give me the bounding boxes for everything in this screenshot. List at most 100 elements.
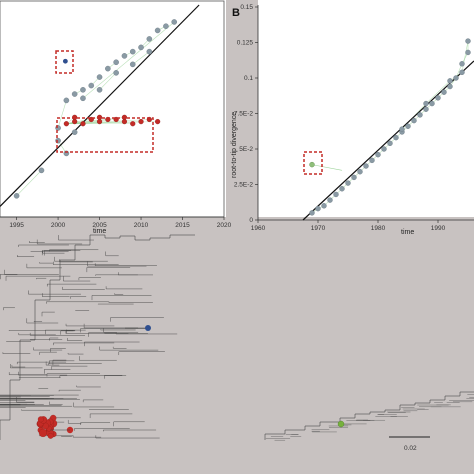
panel-a-x-tick-label: 2000 xyxy=(51,222,66,229)
panel-b-y-ticks: 0 2.5E-2 5E-2 7.5E-2 0.1 0.125 0.15 xyxy=(234,4,258,224)
panel-b-y-tick-label: 0.1 xyxy=(244,75,253,82)
panel-b-grey-point xyxy=(423,100,429,107)
panel-a-red-point xyxy=(80,121,86,127)
panel-a-x-tick-label: 2005 xyxy=(92,222,107,229)
panel-b: B 0 2.5E-2 5E-2 7.5E-2 0.1 0.125 0.15 1960 1970… xyxy=(231,4,474,236)
panel-b-grey-point xyxy=(381,146,387,152)
panel-b-grey-point xyxy=(315,205,321,212)
panel-b-tree-link xyxy=(311,164,343,171)
panel-a-x-tick-label: 2010 xyxy=(134,222,149,229)
panel-a-grey-point xyxy=(96,87,103,93)
panel-b-plot xyxy=(302,38,474,221)
panel-a-red-point xyxy=(130,121,136,127)
tree-blue-tip xyxy=(145,325,151,331)
panel-a-tree-link xyxy=(132,51,150,65)
panel-b-grey-point xyxy=(465,38,471,44)
panel-a-x-tick-label: 2020 xyxy=(217,222,232,229)
panel-a-grey-point xyxy=(113,59,119,66)
panel-b-grey-point xyxy=(423,106,429,112)
panel-a-plot xyxy=(0,4,200,207)
panel-b-grey-point xyxy=(309,210,315,216)
panel-a-x-label: time xyxy=(93,228,106,235)
panel-b-grey-point xyxy=(345,180,351,186)
panel-a-grey-point xyxy=(96,74,103,80)
scale-bar: 0.02 xyxy=(389,436,430,452)
panel-b-letter: B xyxy=(232,7,240,19)
panel-b-grey-point xyxy=(447,83,453,90)
panel-b-grey-point xyxy=(375,151,381,158)
panel-a-frame xyxy=(0,0,225,218)
panel-b-green-point xyxy=(309,161,315,168)
panel-b-grey-point xyxy=(405,123,411,129)
panel-a-red-point xyxy=(138,118,144,125)
panel-b-regression-line xyxy=(302,60,474,221)
panel-b-grey-point xyxy=(351,174,357,181)
panel-a-grey-point xyxy=(71,129,78,135)
panel-a-grey-point xyxy=(63,97,70,104)
panel-a-grey-point xyxy=(88,82,95,89)
panel-a-x-tick-label: 1995 xyxy=(9,222,24,229)
panel-b-grey-point xyxy=(417,112,423,118)
panel-a-red-point xyxy=(155,118,161,125)
panel-b-grey-point xyxy=(387,140,393,147)
panel-a-red-highlight-box xyxy=(56,117,154,153)
panel-b-x-tick-label: 1990 xyxy=(431,225,446,232)
panel-b-grey-point xyxy=(363,163,369,169)
panel-b-tree-link xyxy=(425,80,451,104)
panel-a-grey-point xyxy=(146,48,153,55)
panel-b-grey-point xyxy=(411,117,417,124)
phylogenetic-tree-left xyxy=(0,234,195,440)
panel-b-grey-point xyxy=(447,78,453,84)
panel-a-grey-point xyxy=(121,53,128,59)
panel-b-background xyxy=(258,0,474,217)
tree-red-tip xyxy=(47,432,54,439)
tree-red-tip xyxy=(37,416,44,423)
panel-b-grey-point xyxy=(333,191,339,198)
panel-b-x-tick-label: 1980 xyxy=(371,225,386,232)
panel-b-grey-point xyxy=(393,134,399,141)
panel-b-grey-point xyxy=(321,203,327,209)
panel-a-grey-point xyxy=(113,70,119,76)
panel-a: 1995 2000 2005 2010 2015 2020 time xyxy=(0,0,232,235)
panel-a-grey-point xyxy=(171,19,178,25)
panel-a-grey-point xyxy=(163,23,169,30)
panel-b-grey-point xyxy=(429,100,435,107)
panel-b-y-tick-label: 5E-2 xyxy=(239,146,253,153)
phylogenetic-tree-right xyxy=(264,391,474,441)
panel-a-x-ticks: 1995 2000 2005 2010 2015 2020 xyxy=(9,217,232,229)
panel-a-grey-point xyxy=(129,61,136,68)
panel-a-tree-link xyxy=(57,100,67,129)
panel-a-grey-point xyxy=(71,91,78,97)
panel-a-tree-link xyxy=(99,72,117,91)
panel-b-grey-point xyxy=(435,95,441,101)
panel-a-regression-line xyxy=(0,4,200,207)
panel-b-x-tick-label: 1960 xyxy=(251,225,266,232)
scale-bar-label: 0.02 xyxy=(404,445,417,452)
panel-b-grey-point xyxy=(453,75,459,81)
panel-a-grey-point xyxy=(80,95,86,102)
panel-b-x-label: time xyxy=(401,229,414,236)
panel-b-grey-point xyxy=(339,186,345,192)
panel-b-x-ticks: 1960 1970 1980 1990 xyxy=(251,220,446,232)
panel-b-tree-link xyxy=(461,41,469,73)
panel-a-blue-point xyxy=(62,58,68,64)
panel-b-grey-point xyxy=(441,89,447,95)
panel-b-grey-point xyxy=(459,61,465,67)
panel-b-grey-point xyxy=(369,157,375,164)
panel-a-grey-point xyxy=(138,44,144,51)
panel-b-grey-point xyxy=(459,69,465,76)
panel-a-x-tick-label: 2015 xyxy=(175,222,190,229)
tree-red-tip xyxy=(38,428,48,438)
panel-a-grey-point xyxy=(13,192,20,199)
panel-a-grey-point xyxy=(105,65,111,72)
panel-b-grey-point xyxy=(327,197,333,203)
panel-b-grey-point xyxy=(357,169,363,175)
panel-b-x-tick-label: 1970 xyxy=(311,225,326,232)
panel-b-y-tick-label: 0.125 xyxy=(237,40,254,47)
panel-b-y-label: root-to-tip divergence xyxy=(231,112,238,178)
panel-b-y-tick-label: 2.5E-2 xyxy=(234,182,254,189)
panel-a-blue-highlight-box xyxy=(55,50,74,74)
panel-b-y-tick-label: 0 xyxy=(249,217,253,224)
